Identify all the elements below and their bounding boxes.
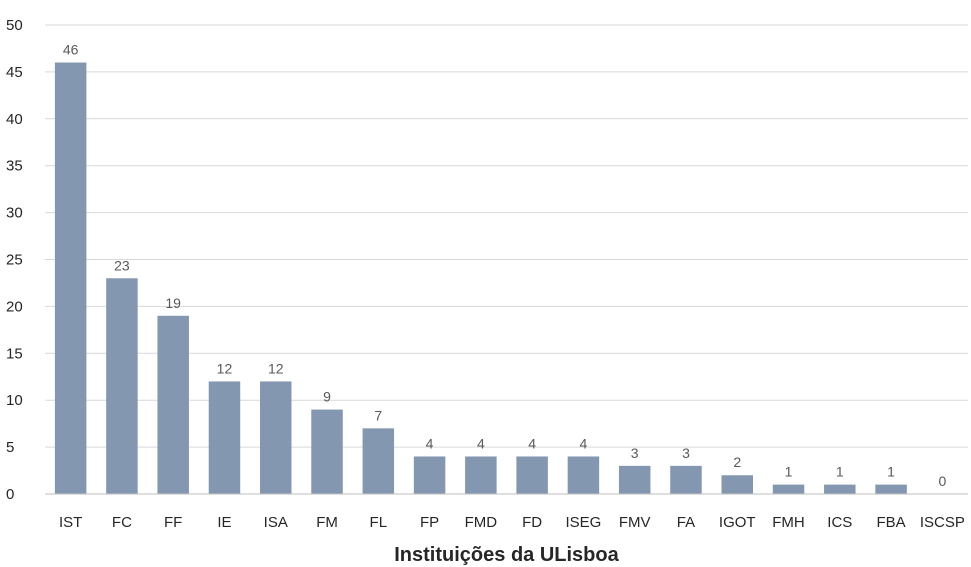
data-label: 7 [374,407,382,423]
data-label: 12 [217,360,233,376]
y-tick-label: 35 [6,158,23,175]
x-tick-label: IGOT [719,514,756,531]
bar-ff [157,315,189,494]
data-label: 12 [268,360,284,376]
x-tick-label: FC [112,514,132,531]
bars [54,62,907,495]
bar-fp [413,456,446,494]
data-label: 2 [733,454,741,470]
bar-fc [106,278,138,494]
bar-ie [208,381,241,494]
bar-fmv [618,465,651,494]
x-tick-label: FM [316,514,338,531]
data-label: 19 [165,295,181,311]
x-tick-label: FMD [465,514,498,531]
bar-fa [670,465,702,494]
y-tick-label: 0 [6,486,14,503]
data-label: 4 [477,435,485,451]
x-tick-label: FA [677,514,695,531]
y-tick-label: 15 [6,345,23,362]
y-tick-label: 50 [6,17,23,34]
x-axis-ticks: IST FC FF IE ISA FM FL FP FMD FD ISEG FMV FA IGOT FMH I… [59,514,965,531]
data-label: 4 [528,435,536,451]
x-tick-label: FMV [619,514,651,531]
x-tick-label: IST [59,514,82,531]
x-tick-label: ISEG [565,514,601,531]
x-tick-label: FF [164,514,182,531]
y-tick-label: 30 [6,205,23,222]
data-label: 3 [631,445,639,461]
x-tick-label: ISCSP [920,514,965,531]
x-tick-label: ISA [264,514,288,531]
data-label: 1 [887,464,895,480]
x-tick-label: ICS [827,514,852,531]
y-tick-label: 25 [6,252,23,269]
data-label: 0 [938,473,946,489]
data-label: 9 [323,389,331,405]
data-label: 1 [836,464,844,480]
bar-iseg [567,456,600,494]
y-tick-label: 20 [6,298,23,315]
data-labels: 46 23 19 12 12 9 7 4 4 4 4 3 3 2 1 1 1 0 [63,42,947,489]
y-axis-ticks: 0 5 10 15 20 25 30 35 40 45 50 [6,17,23,503]
x-tick-label: FMH [772,514,805,531]
gridlines [45,24,968,448]
y-tick-label: 10 [6,392,23,409]
x-tick-label: FP [420,514,439,531]
bar-igot [721,475,753,494]
bar-fmd [465,456,497,494]
y-tick-label: 40 [6,111,23,128]
bar-fmh [772,484,805,494]
data-label: 4 [580,435,588,451]
x-tick-label: FL [370,514,388,531]
bar-fba [875,484,907,494]
x-axis-title: Instituições da ULisboa [394,544,619,566]
data-label: 3 [682,445,690,461]
x-tick-label: FBA [876,514,905,531]
bar-isa [260,381,292,494]
y-tick-label: 5 [6,439,14,456]
bar-fd [516,456,548,494]
data-label: 4 [426,435,434,451]
bar-ics [824,484,856,494]
bar-fm [311,409,343,494]
data-label: 1 [785,464,793,480]
y-tick-label: 45 [6,64,23,81]
data-label: 46 [63,42,79,58]
bar-fl [362,428,395,494]
x-tick-label: IE [217,514,231,531]
x-tick-label: FD [522,514,542,531]
bar-ist [54,62,87,495]
data-label: 23 [114,257,130,273]
